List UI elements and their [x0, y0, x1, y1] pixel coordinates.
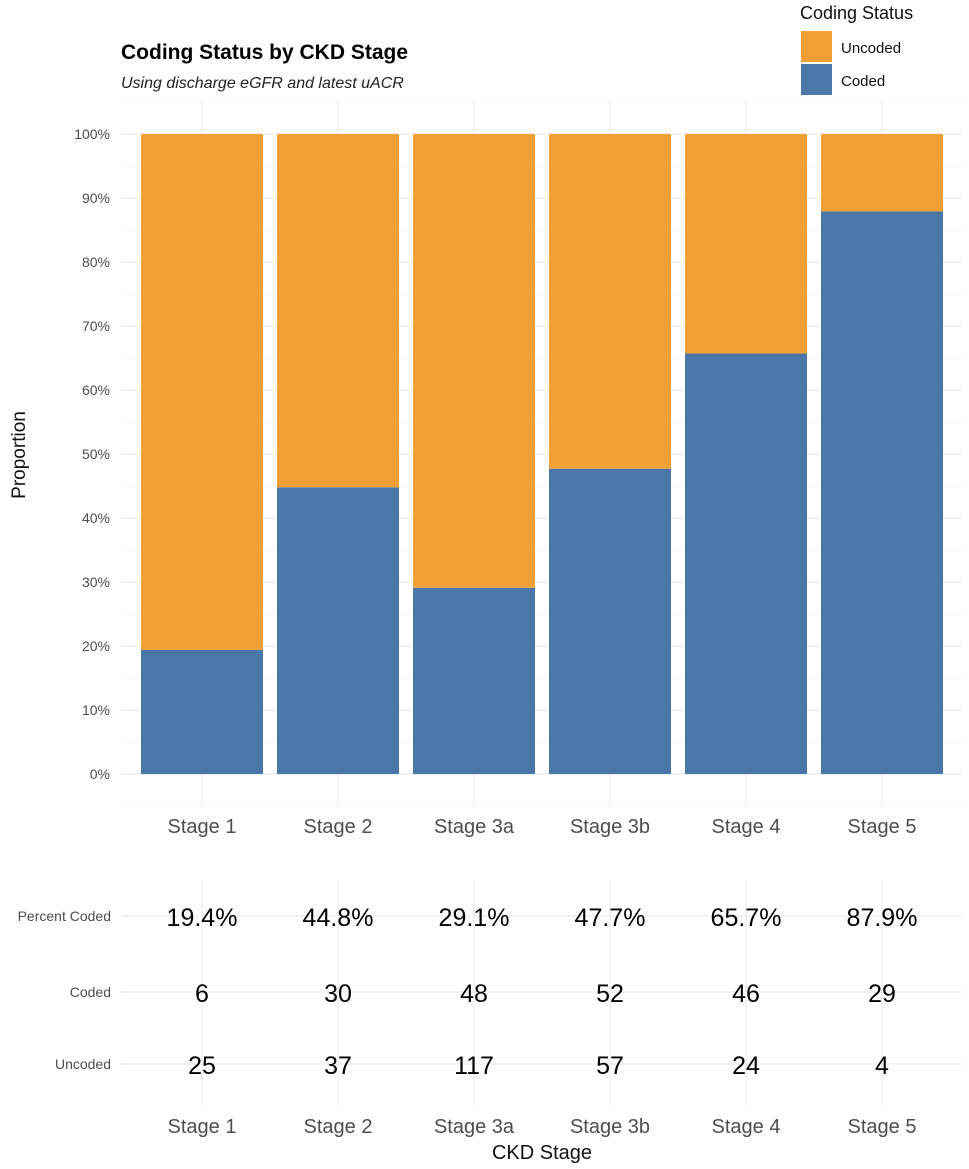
table-cell: 87.9% — [847, 904, 918, 932]
bar-coded — [141, 649, 263, 774]
table-x-tick-label: Stage 4 — [712, 1116, 781, 1138]
bar-coded — [821, 211, 943, 774]
y-tick-label: 80% — [82, 254, 110, 270]
table-cell: 46 — [732, 980, 760, 1008]
bar-coded — [685, 353, 807, 774]
table-x-tick-label: Stage 5 — [848, 1116, 917, 1138]
table-x-tick-label: Stage 3b — [570, 1116, 650, 1138]
table-cell: 47.7% — [575, 904, 646, 932]
x-tick-label: Stage 1 — [168, 816, 237, 838]
bar-uncoded — [549, 134, 671, 469]
table-row-label: Percent Coded — [18, 908, 111, 924]
table-cell: 52 — [596, 980, 624, 1008]
bar-uncoded — [821, 134, 943, 212]
x-tick-label: Stage 4 — [712, 816, 781, 838]
y-axis-label: Proportion — [9, 411, 30, 499]
table-cell: 25 — [188, 1052, 216, 1080]
table-cell: 4 — [875, 1052, 889, 1080]
x-axis-ticks: Stage 1 Stage 1 Stage 2 Stage 2 Stage 3a Stag… — [168, 816, 917, 1138]
y-tick-label: 30% — [82, 574, 110, 590]
table-cell: 29.1% — [439, 904, 510, 932]
table-cell: 44.8% — [303, 904, 374, 932]
table-cell: 37 — [324, 1052, 352, 1080]
x-tick-label: Stage 2 — [304, 816, 373, 838]
table-cell: 117 — [454, 1052, 494, 1080]
bar-coded — [413, 587, 535, 774]
y-tick-label: 0% — [90, 766, 110, 782]
table-x-tick-label: Stage 3a — [434, 1116, 515, 1138]
table-cell: 19.4% — [167, 904, 238, 932]
y-tick-label: 90% — [82, 190, 110, 206]
legend-title: Coding Status — [800, 3, 913, 23]
legend-swatch-uncoded — [801, 31, 832, 62]
table-x-tick-label: Stage 2 — [304, 1116, 373, 1138]
summary-table: Percent Coded 19.4% 44.8% 29.1% 47.7% 65.7% 87… — [18, 880, 961, 1105]
y-tick-label: 70% — [82, 318, 110, 334]
y-tick-label: 40% — [82, 510, 110, 526]
table-cell: 48 — [460, 980, 488, 1008]
y-axis-ticks: 0% 10% 20% 30% 40% 50% 60% 70% 80% 90% 100% — [74, 126, 110, 782]
table-row-label: Uncoded — [55, 1056, 111, 1072]
legend-swatch-coded — [801, 64, 832, 95]
table-cell: 24 — [732, 1052, 760, 1080]
bars — [141, 134, 943, 774]
table-cell: 30 — [324, 980, 352, 1008]
y-tick-label: 100% — [74, 126, 110, 142]
chart-subtitle: Using discharge eGFR and latest uACR — [121, 75, 404, 92]
bar-uncoded — [141, 134, 263, 650]
table-cell: 6 — [195, 980, 209, 1008]
chart-title: Coding Status by CKD Stage — [121, 41, 408, 64]
x-tick-label: Stage 5 — [848, 816, 917, 838]
bar-uncoded — [413, 134, 535, 588]
table-cell: 29 — [868, 980, 896, 1008]
y-tick-label: 20% — [82, 638, 110, 654]
legend-label-coded: Coded — [841, 73, 885, 90]
table-cell: 57 — [596, 1052, 624, 1080]
y-tick-label: 50% — [82, 446, 110, 462]
bar-coded — [277, 487, 399, 774]
legend: Coding Status Uncoded Coded — [800, 3, 913, 95]
y-tick-label: 60% — [82, 382, 110, 398]
x-axis-label: CKD Stage — [492, 1142, 592, 1164]
bar-uncoded — [277, 134, 399, 488]
legend-label-uncoded: Uncoded — [841, 40, 901, 57]
bar-uncoded — [685, 134, 807, 354]
y-tick-label: 10% — [82, 702, 110, 718]
bar-coded — [549, 468, 671, 774]
table-cell: 65.7% — [711, 904, 782, 932]
x-tick-label: Stage 3b — [570, 816, 650, 838]
table-row-label: Coded — [70, 984, 111, 1000]
table-x-tick-label: Stage 1 — [168, 1116, 237, 1138]
x-tick-label: Stage 3a — [434, 816, 515, 838]
